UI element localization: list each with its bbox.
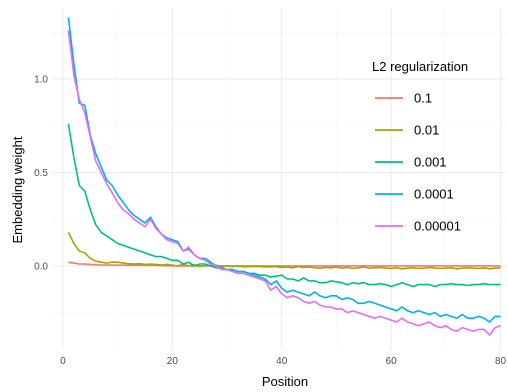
y-tick-label: 1.0 <box>34 75 48 86</box>
x-tick-label: 60 <box>386 356 398 367</box>
y-tick-label: 0.0 <box>34 261 48 272</box>
legend-label: 0.001 <box>414 155 447 170</box>
legend-title: L2 regularization <box>372 59 468 74</box>
legend: L2 regularization 0.1 0.01 0.001 0.0001 0.00… <box>372 59 468 234</box>
x-tick-label: 40 <box>276 356 288 367</box>
series-line-0.0001 <box>67 17 501 323</box>
x-tick-label: 0 <box>60 356 66 367</box>
x-axis-title: Position <box>262 374 308 389</box>
series-lines <box>67 17 501 336</box>
y-axis-ticks: 0.0 0.5 1.0 <box>34 75 48 273</box>
x-tick-label: 80 <box>495 356 507 367</box>
x-tick-label: 20 <box>167 356 179 367</box>
y-tick-label: 0.5 <box>34 168 48 179</box>
legend-label: 0.01 <box>414 123 439 138</box>
series-line-0.00001 <box>67 30 501 336</box>
series-line-0.01 <box>67 231 501 270</box>
legend-label: 0.00001 <box>414 219 461 234</box>
y-axis-title: Embedding weight <box>10 136 25 243</box>
legend-label: 0.1 <box>414 91 432 106</box>
series-line-0.001 <box>67 123 501 288</box>
series-line-0.1 <box>68 261 501 267</box>
legend-label: 0.0001 <box>414 187 454 202</box>
x-axis-ticks: 0 20 40 60 80 <box>60 356 506 367</box>
